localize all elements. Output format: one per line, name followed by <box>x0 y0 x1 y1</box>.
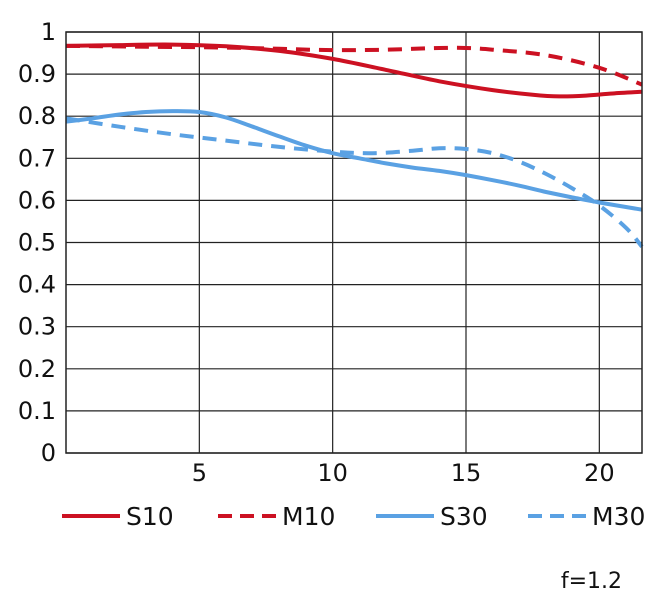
chart-series <box>65 42 644 249</box>
y-tick-label: 0.1 <box>18 397 56 425</box>
y-tick-label: 0.2 <box>18 355 56 383</box>
legend-label-s10: S10 <box>126 502 174 531</box>
y-tick-label: 0.9 <box>18 60 56 88</box>
y-tick-label: 0.3 <box>18 313 56 341</box>
series-line-m10 <box>65 43 643 87</box>
aperture-note: f=1.2 <box>561 569 622 594</box>
series-line-m30 <box>65 116 644 249</box>
x-tick-label: 10 <box>317 459 348 487</box>
y-tick-label: 0.8 <box>18 102 56 130</box>
y-tick-label: 1 <box>41 18 56 46</box>
y-tick-label: 0.4 <box>18 271 56 299</box>
plot-frame <box>65 31 643 454</box>
y-tick-label: 0.5 <box>18 229 56 257</box>
y-tick-label: 0 <box>41 439 56 467</box>
series-line-s30 <box>65 109 643 212</box>
y-tick-label: 0.6 <box>18 186 56 214</box>
x-tick-label: 20 <box>584 459 615 487</box>
legend-label-s30: S30 <box>440 502 488 531</box>
legend-label-m30: M30 <box>592 502 645 531</box>
x-axis-ticks: 5 10 15 20 <box>192 459 615 487</box>
y-tick-label: 0.7 <box>18 144 56 172</box>
x-tick-label: 5 <box>192 459 207 487</box>
legend-label-m10: M10 <box>282 502 335 531</box>
chart-legend: S10 M10 S30 M30 <box>62 502 645 531</box>
series-line-s10 <box>65 42 643 99</box>
x-tick-label: 15 <box>451 459 482 487</box>
y-axis-ticks: 0 0.1 0.2 0.3 0.4 0.5 0.6 0.7 0.8 0.9 1 <box>18 18 56 467</box>
